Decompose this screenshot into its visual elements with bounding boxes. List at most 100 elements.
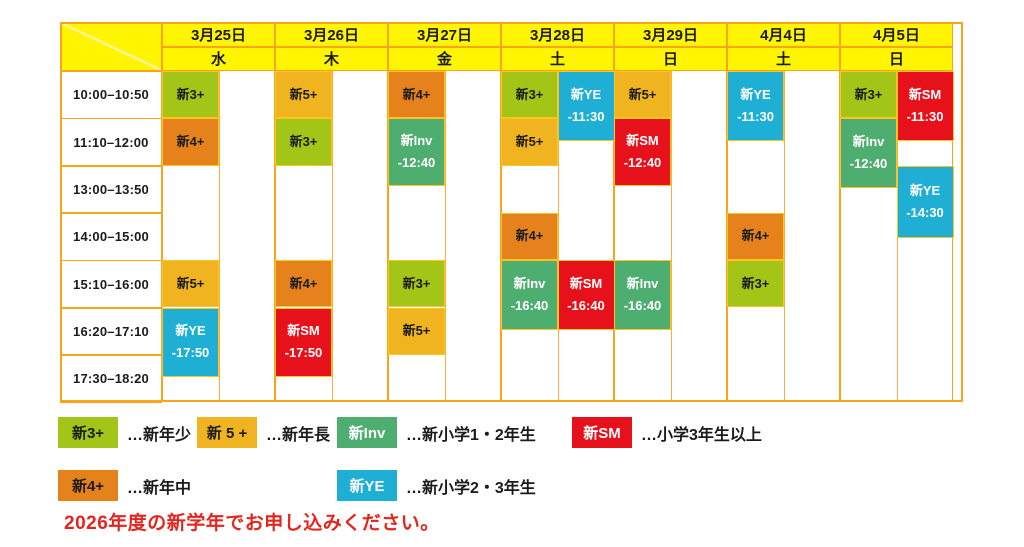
time-label: 13:00–13:50 xyxy=(60,165,162,214)
day-weekday-header: 日 xyxy=(840,46,953,71)
class-block-label: 新3+ xyxy=(854,86,883,102)
class-block-label: 新Inv xyxy=(400,133,433,149)
class-block-label: 新5+ xyxy=(402,323,431,339)
class-block: 新SM -12:40 xyxy=(614,118,671,187)
class-block-label: 新Inv xyxy=(626,276,659,292)
day-weekday-header: 土 xyxy=(727,46,840,71)
class-block-label: 新3+ xyxy=(176,86,205,102)
day-weekday-header: 金 xyxy=(388,46,501,71)
class-block: 新Inv -16:40 xyxy=(614,260,671,331)
legend-desc: …新年長 xyxy=(266,426,331,444)
class-block-label: 新5+ xyxy=(176,275,205,291)
class-block: 新5+ xyxy=(388,307,445,355)
class-block: 新3+ xyxy=(162,71,219,119)
day-weekday-header: 木 xyxy=(275,46,388,71)
class-block-label: 新Inv xyxy=(513,276,546,292)
class-block-label: 新SM xyxy=(626,133,659,149)
class-block: 新Inv -12:40 xyxy=(840,118,897,188)
class-block-label: 新5+ xyxy=(289,86,318,102)
legend-item: 新YE …新小学2・3年生 xyxy=(337,470,536,501)
class-block: 新4+ xyxy=(275,260,332,308)
class-block-time: -16:40 xyxy=(510,298,549,314)
class-block: 新5+ xyxy=(501,118,558,166)
half-divider xyxy=(444,71,446,403)
class-block: 新4+ xyxy=(501,212,558,261)
class-block-time: -11:30 xyxy=(737,109,774,124)
class-block-label: 新5+ xyxy=(628,86,657,102)
day-column xyxy=(162,71,275,403)
class-block-time: -12:40 xyxy=(623,155,662,171)
day-date-header: 3月25日 xyxy=(162,22,275,47)
class-block-time: -11:30 xyxy=(906,109,944,124)
legend-swatch: 新4+ xyxy=(58,470,118,501)
time-label: 11:10–12:00 xyxy=(60,118,162,167)
legend-desc: …新年少 xyxy=(127,426,192,444)
class-block-label: 新YE xyxy=(740,86,771,102)
legend-swatch: 新SM xyxy=(572,417,632,448)
class-block-time: -14:30 xyxy=(906,204,944,220)
class-block: 新Inv -12:40 xyxy=(388,118,445,187)
class-block: 新5+ xyxy=(275,71,332,119)
legend-item: 新4+ …新年中 xyxy=(58,470,191,501)
class-block-time: -17:50 xyxy=(284,345,323,361)
day-date-header: 3月29日 xyxy=(614,22,727,47)
class-block-label: 新5+ xyxy=(515,133,544,149)
day-weekday-header: 水 xyxy=(162,46,275,71)
class-block-label: 新4+ xyxy=(741,228,770,244)
class-block-label: 新YE xyxy=(570,86,602,102)
class-block-label: 新4+ xyxy=(515,228,544,244)
legend-desc: …新年中 xyxy=(127,479,192,497)
class-block: 新YE -17:50 xyxy=(162,307,219,378)
class-block-label: 新SM xyxy=(287,323,320,339)
class-block-time: -17:50 xyxy=(171,345,210,361)
class-block: 新4+ xyxy=(162,118,219,166)
day-column xyxy=(614,71,727,403)
class-block-label: 新4+ xyxy=(289,275,318,291)
half-divider xyxy=(218,71,220,403)
class-block-time: -12:40 xyxy=(397,155,436,171)
class-block-label: 新3+ xyxy=(741,275,770,291)
class-block: 新SM -16:40 xyxy=(557,260,615,331)
class-block: 新3+ xyxy=(840,71,897,119)
class-block: 新3+ xyxy=(275,118,332,166)
time-label: 14:00–15:00 xyxy=(60,212,162,261)
day-date-header: 3月27日 xyxy=(388,22,501,47)
day-date-header: 3月26日 xyxy=(275,22,388,47)
half-divider xyxy=(557,71,559,403)
class-block: 新4+ xyxy=(727,212,784,261)
day-column xyxy=(275,71,388,403)
class-block: 新5+ xyxy=(614,71,671,119)
class-block: 新4+ xyxy=(388,71,445,119)
class-block-label: 新3+ xyxy=(402,275,431,291)
time-label: 10:00–10:50 xyxy=(60,71,162,119)
class-block: 新3+ xyxy=(388,260,445,308)
class-block-time: -12:40 xyxy=(849,156,888,172)
day-date-header: 4月5日 xyxy=(840,22,953,47)
legend-desc: …新小学1・2年生 xyxy=(406,426,536,444)
class-block: 新3+ xyxy=(727,260,784,308)
half-divider xyxy=(783,71,785,403)
class-block: 新5+ xyxy=(162,260,219,308)
class-block: 新YE -11:30 xyxy=(727,71,784,141)
legend-swatch: 新Inv xyxy=(337,417,397,448)
class-block-label: 新3+ xyxy=(289,133,318,149)
class-block-label: 新4+ xyxy=(402,86,431,102)
legend-swatch: 新YE xyxy=(337,470,397,501)
legend-desc: …小学3年生以上 xyxy=(641,426,762,444)
legend-item: 新SM …小学3年生以上 xyxy=(572,417,762,448)
legend-swatch: 新 5 + xyxy=(197,417,257,448)
day-column xyxy=(388,71,501,403)
class-block-label: 新SM xyxy=(569,276,603,292)
class-block-time: -16:40 xyxy=(623,298,662,314)
day-date-header: 4月4日 xyxy=(727,22,840,47)
time-label: 15:10–16:00 xyxy=(60,260,162,308)
legend-item: 新Inv …新小学1・2年生 xyxy=(337,417,536,448)
legend-swatch: 新3+ xyxy=(58,417,118,448)
time-label: 17:30–18:20 xyxy=(60,354,162,403)
class-block: 新SM -17:50 xyxy=(275,307,332,378)
corner-cell xyxy=(60,22,162,71)
day-date-header: 3月28日 xyxy=(501,22,614,47)
class-block-time: -11:30 xyxy=(567,109,605,124)
time-label: 16:20–17:10 xyxy=(60,307,162,356)
